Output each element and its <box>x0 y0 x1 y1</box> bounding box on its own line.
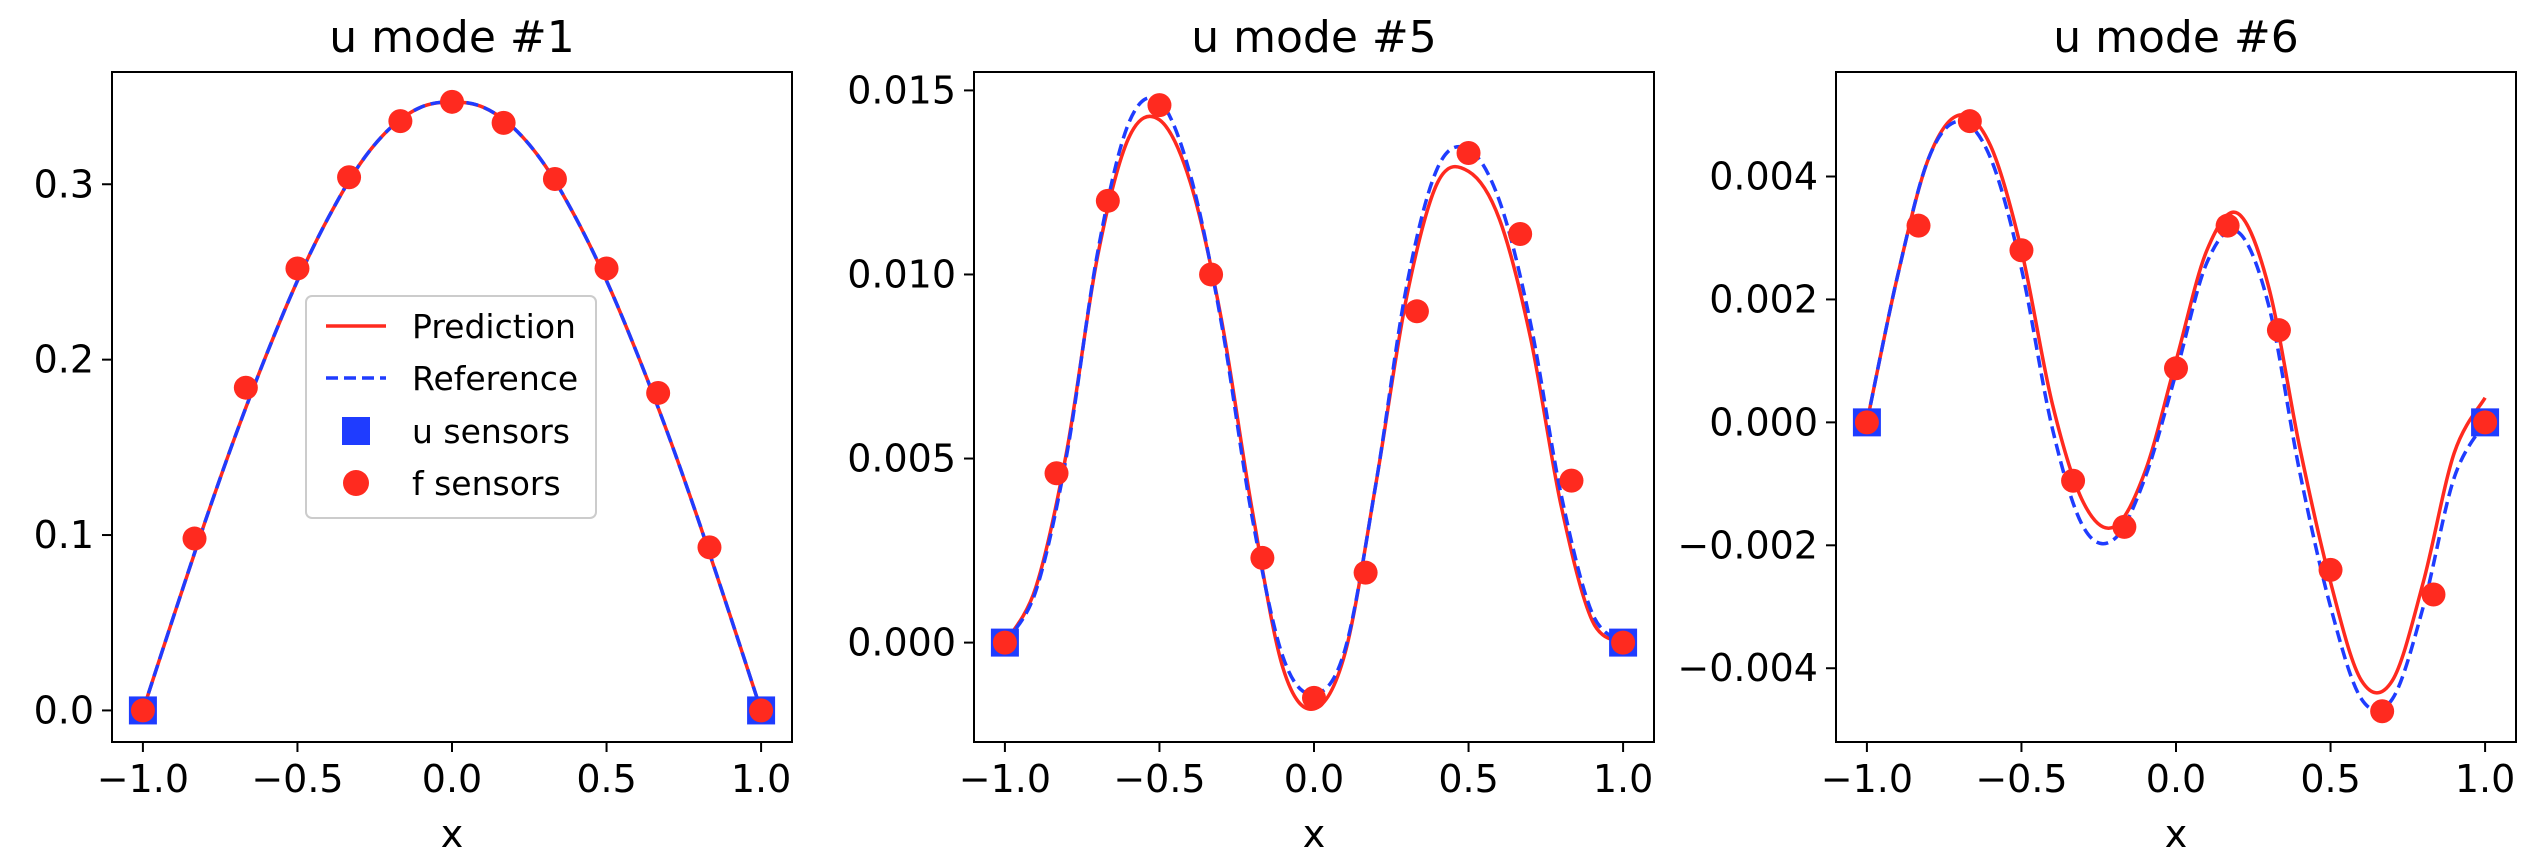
x-tick-label: −1.0 <box>97 757 189 801</box>
f-sensor-marker <box>542 166 567 191</box>
f-sensor-marker <box>2009 238 2034 263</box>
y-tick-label: 0.015 <box>847 68 956 112</box>
x-tick-label: 1.0 <box>2455 757 2515 801</box>
f-sensor-marker <box>646 380 671 405</box>
f-sensor-marker <box>388 109 413 134</box>
f-sensor-marker <box>1199 262 1224 287</box>
x-axis-label: x <box>2165 812 2188 856</box>
f-sensor-marker <box>749 698 774 723</box>
x-tick-label: 0.5 <box>1438 757 1498 801</box>
y-tick-label: −0.004 <box>1677 646 1818 690</box>
f-sensor-marker <box>1404 299 1429 324</box>
x-tick-label: −0.5 <box>1113 757 1205 801</box>
f-sensor-marker <box>1906 213 1931 238</box>
f-sensor-marker <box>2318 557 2343 582</box>
y-tick-label: 0.2 <box>34 338 94 382</box>
x-tick-label: −1.0 <box>959 757 1051 801</box>
chart-panel-u-mode-5: u mode #5 x −1.0 −0.5 0.0 0.5 1.0 0.000 0.005 0… <box>847 12 1655 856</box>
f-sensor-marker <box>2164 356 2188 381</box>
x-axis-label: x <box>441 812 464 856</box>
axes-frame <box>973 71 1655 743</box>
x-tick-label: 0.5 <box>2300 757 2360 801</box>
y-tick-label: 0.000 <box>1709 400 1818 444</box>
f-sensor-marker <box>1147 93 1172 118</box>
f-sensor-marker <box>233 375 258 400</box>
legend-reference-label: Reference <box>412 359 578 398</box>
chart-title: u mode #1 <box>329 12 575 63</box>
legend-f-sensors-label: f sensors <box>412 464 561 503</box>
f-sensor-marker <box>491 110 516 135</box>
legend: Prediction Reference u sensors f sensors <box>305 295 597 519</box>
f-sensor-marker <box>182 526 207 551</box>
f-sensor-marker <box>1957 109 1982 134</box>
y-tick-label: 0.010 <box>847 252 956 296</box>
x-tick-label: 0.0 <box>2146 757 2206 801</box>
legend-u-sensor-marker <box>342 417 370 445</box>
y-tick-label: 0.0 <box>34 688 94 732</box>
y-tick-label: −0.002 <box>1677 523 1818 567</box>
reference-line <box>1865 119 2487 713</box>
f-sensor-marker <box>1559 468 1584 493</box>
f-sensor-marker <box>1095 188 1120 213</box>
f-sensor-marker <box>130 698 155 723</box>
f-sensor-marker <box>594 256 619 281</box>
plot-area: −1.0 −0.5 0.0 0.5 1.0 0.000 0.005 0.010 0.015 <box>847 68 1655 801</box>
legend-u-sensors-label: u sensors <box>412 412 570 451</box>
y-tick-label: 0.3 <box>34 162 94 206</box>
f-sensor-marker <box>2266 318 2291 343</box>
x-tick-label: 1.0 <box>1593 757 1653 801</box>
x-tick-label: −0.5 <box>251 757 343 801</box>
x-tick-label: −0.5 <box>1975 757 2067 801</box>
x-tick-label: 0.5 <box>576 757 636 801</box>
y-tick-label: 0.005 <box>847 437 956 481</box>
y-tick-label: 0.004 <box>1709 154 1818 198</box>
y-tick-label: 0.002 <box>1709 277 1818 321</box>
f-sensor-marker <box>285 256 310 281</box>
plot-area: −1.0 −0.5 0.0 0.5 1.0 0.0 0.1 0.2 0.3 <box>34 71 793 801</box>
f-sensor-marker <box>2061 468 2086 493</box>
f-sensor-marker <box>440 89 464 114</box>
f-sensor-marker <box>1854 410 1879 435</box>
f-sensor-marker <box>337 165 362 190</box>
prediction-line <box>1865 113 2487 695</box>
f-sensor-marker <box>1250 545 1275 570</box>
reference-line <box>1003 95 1625 696</box>
legend-frame <box>305 295 597 519</box>
x-tick-label: −1.0 <box>1821 757 1913 801</box>
f-sensor-marker <box>2421 582 2446 607</box>
y-tick-label: 0.1 <box>34 513 94 557</box>
x-axis-label: x <box>1303 812 1326 856</box>
y-tick-label: 0.000 <box>847 621 956 665</box>
f-sensor-marker <box>697 535 722 560</box>
f-sensor-marker <box>1302 685 1326 710</box>
x-tick-label: 0.0 <box>1284 757 1344 801</box>
f-sensor-marker <box>1508 221 1533 246</box>
chart-title: u mode #5 <box>1191 12 1437 63</box>
axes-frame <box>1835 71 2517 743</box>
plot-area: −1.0 −0.5 0.0 0.5 1.0 −0.004 −0.002 0.000 0.002 0… <box>1677 71 2517 801</box>
x-tick-label: 0.0 <box>422 757 482 801</box>
f-sensor-marker <box>992 630 1017 655</box>
f-sensor-marker <box>1353 560 1378 585</box>
f-sensor-marker <box>2215 213 2240 238</box>
f-sensor-marker <box>1044 461 1069 486</box>
chart-title: u mode #6 <box>2053 12 2299 63</box>
legend-f-sensor-marker <box>343 470 369 496</box>
f-sensor-marker <box>2112 514 2137 539</box>
chart-panel-u-mode-6: u mode #6 x −1.0 −0.5 0.0 0.5 1.0 −0.004 −0.00… <box>1677 12 2517 856</box>
f-sensor-marker <box>2370 699 2395 724</box>
x-tick-label: 1.0 <box>731 757 791 801</box>
f-sensor-marker <box>1611 630 1636 655</box>
chart-panel-u-mode-1: u mode #1 x −1.0 −0.5 0.0 0.5 1.0 0.0 0.1 0.2 0.… <box>34 12 793 856</box>
f-sensor-marker <box>2473 410 2498 435</box>
legend-prediction-label: Prediction <box>412 307 576 346</box>
f-sensor-marker <box>1456 140 1481 165</box>
